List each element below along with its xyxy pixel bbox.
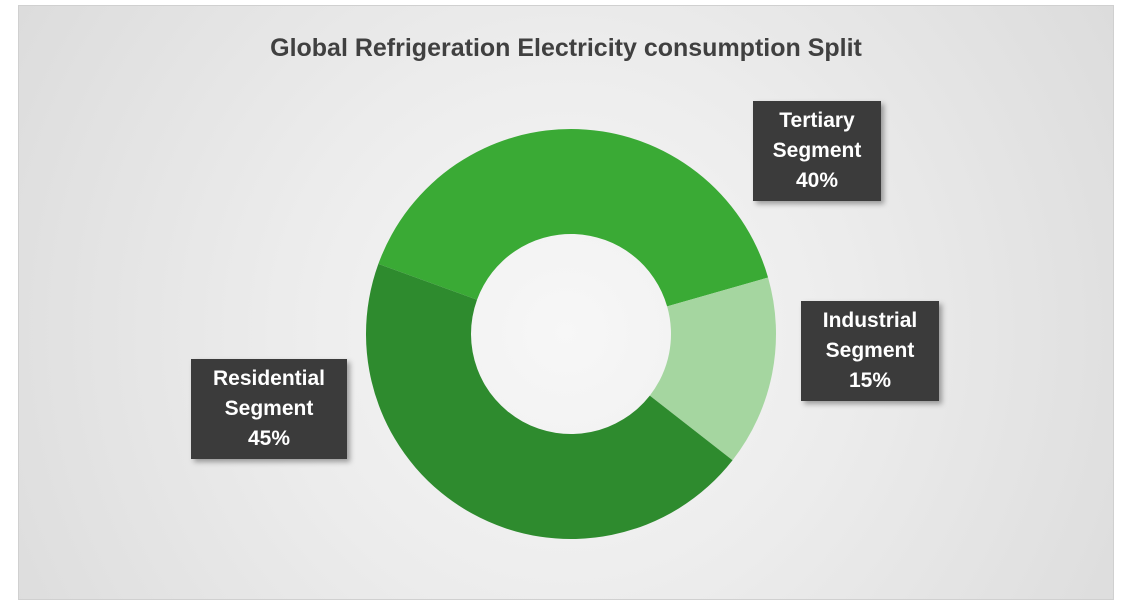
chart-title: Global Refrigeration Electricity consump… [270, 34, 862, 62]
donut-plot [365, 128, 776, 539]
category-label: Tertiary Segment [772, 109, 862, 162]
donut-segment [378, 128, 769, 307]
category-label: Industrial Segment [822, 309, 918, 362]
value-label: 40% [795, 169, 839, 192]
category-label: Residential Segment [212, 367, 326, 420]
chart: Global Refrigeration Electricity consump… [18, 5, 1114, 600]
value-label: 15% [848, 369, 892, 392]
data-label: Industrial Segment 15% [801, 301, 939, 401]
value-label: 45% [247, 427, 291, 450]
donut-segment [365, 263, 733, 539]
data-label: Tertiary Segment 40% [753, 101, 881, 201]
data-label: Residential Segment 45% [191, 359, 347, 459]
donut-segment [649, 277, 776, 461]
